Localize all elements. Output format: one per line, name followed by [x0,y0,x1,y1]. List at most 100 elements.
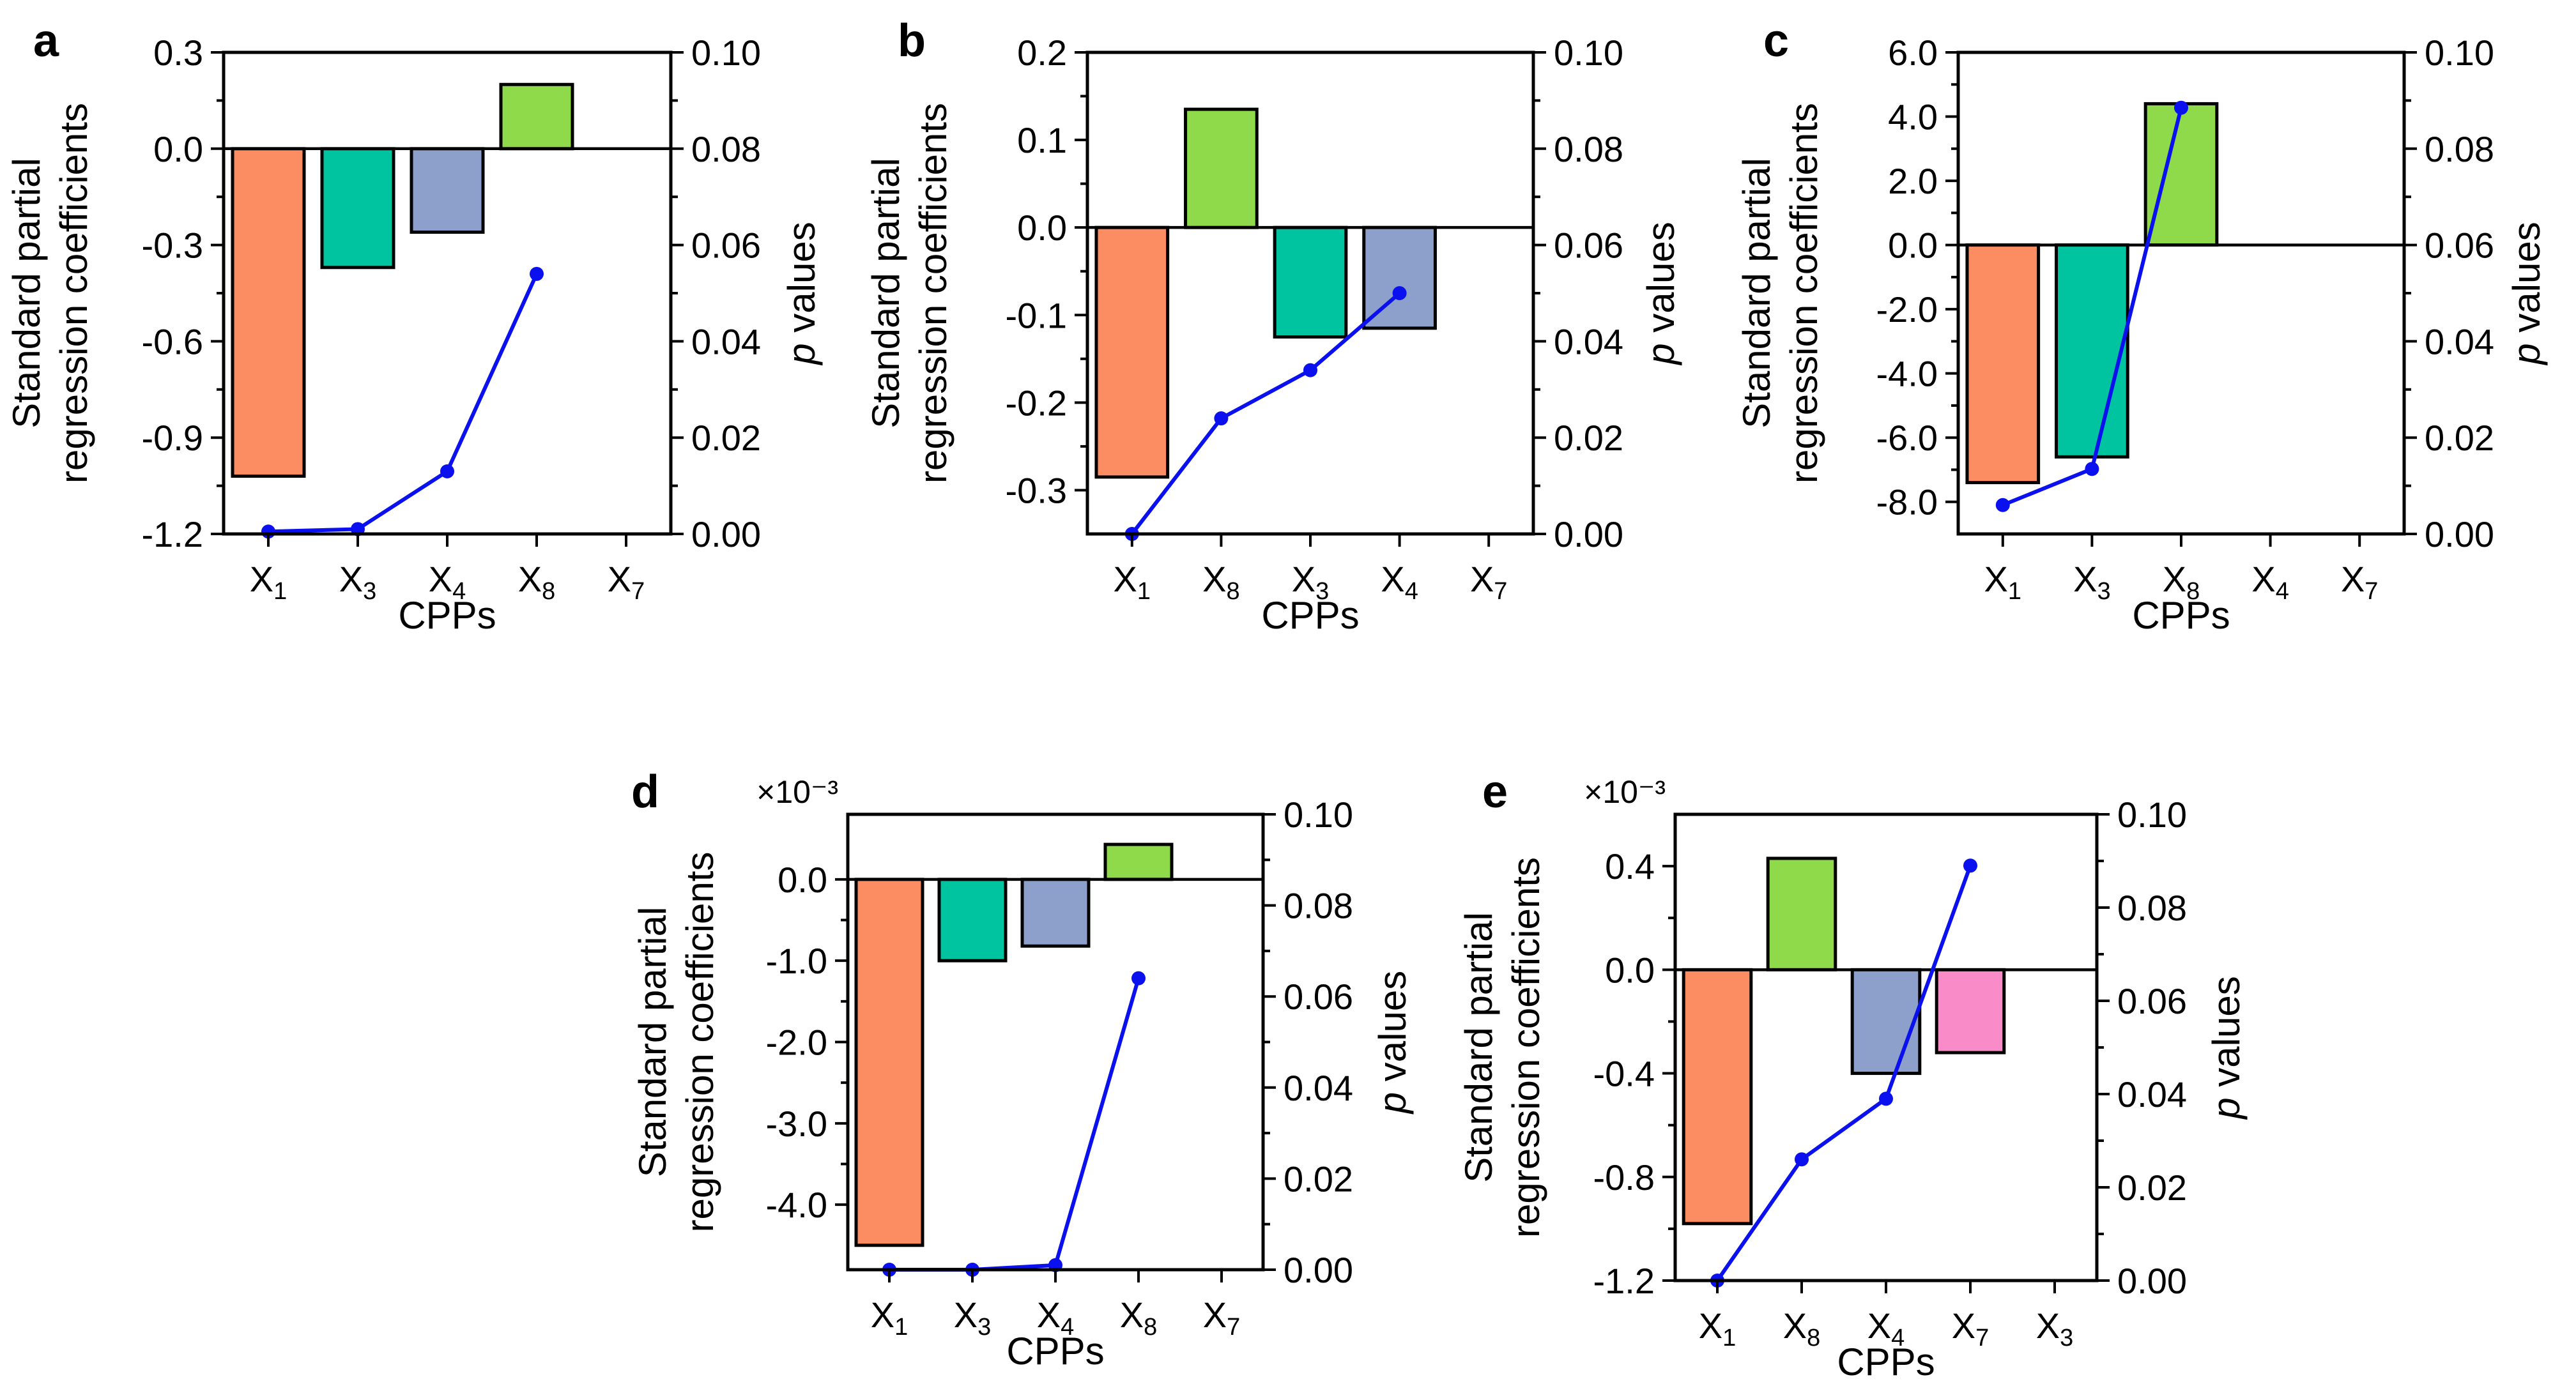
y2-tick-label: 0.10 [2117,795,2187,835]
y2-tick-label: 0.00 [1284,1250,1353,1290]
x-tick-label-x1: X1 [1114,559,1151,605]
y-axis-label: Standard partial regression coefficients [1457,857,1547,1238]
y2-tick-label: 0.02 [1284,1159,1353,1199]
bar-x3 [937,878,1008,963]
p-value-point-x1 [1995,498,2010,512]
panel-d: 0.0 -1.0 -2.0 -3.0 -4.0 0.10 0.08 0.06 0.04 0.02 0… [631,766,1414,1373]
bar-x8 [1766,856,1837,971]
x-tick-label-x4: X4 [429,559,466,605]
y-tick-label: -2.0 [766,1023,828,1063]
x-tick-label-x7: X7 [1952,1305,1989,1351]
y2-tick-label: 0.10 [1284,795,1353,835]
y-tick-label: 0.0 [1888,225,1938,266]
y-tick-label: -0.3 [142,225,204,266]
y-tick-label: -2.0 [1876,289,1938,330]
y2-tick-label: 0.00 [2425,514,2494,554]
bar-x1 [1965,243,2041,485]
p-value-point-x3 [1303,363,1317,377]
y2-tick-label: 0.02 [2117,1168,2187,1208]
bar-x4 [1020,878,1091,948]
panel-b: 0.2 0.1 0.0 -0.1 -0.2 -0.3 0.10 0.08 0.06 0.04 0.0… [864,15,1682,637]
y2-tick-label: 0.00 [1554,514,1623,554]
y2-tick-label: 0.10 [2425,33,2494,73]
x-tick-label-x4: X4 [2251,559,2289,605]
panel-label: b [898,15,926,66]
x-axis-label: CPPs [1837,1341,1935,1383]
y2-axis-label: p values [1639,222,1682,365]
bar-x4 [1850,968,1922,1076]
x-tick-label-x8: X8 [1120,1295,1158,1341]
bar-x4 [410,147,485,234]
bar-x3 [2055,243,2129,459]
y2-tick-label: 0.06 [2425,225,2494,266]
y-tick-label: -6.0 [1876,418,1938,458]
y2-tick-label: 0.08 [1554,129,1623,169]
p-value-line [1715,865,1972,1282]
y2-tick-label: 0.08 [2425,129,2494,169]
p-value-point-x4 [1392,286,1407,300]
y-axis-label: Standard partial regression coefficients [631,852,721,1233]
x-tick-label-x1: X1 [1699,1305,1736,1351]
panel-e: 0.4 0.0 -0.4 -0.8 -1.2 0.10 0.08 0.06 0.04 0.02 0.… [1457,766,2248,1383]
x-tick-label-x3: X3 [339,559,377,605]
x-tick-label-x8: X8 [518,559,556,605]
y-tick-label: -0.8 [1593,1157,1655,1198]
x-tick-label-x1: X1 [1984,559,2022,605]
x-tick-label-x3: X3 [1292,559,1330,605]
x-tick-label-x4: X4 [1867,1305,1905,1351]
y-tick-label: -4.0 [1876,354,1938,394]
y2-tick-label: 0.04 [691,321,761,361]
y-tick-label: -0.3 [1006,470,1068,510]
y-tick-label: -0.4 [1593,1054,1655,1094]
y2-tick-label: 0.08 [2117,888,2187,928]
y-tick-label: 2.0 [1888,161,1938,201]
panel-a: 0.3 0.0 -0.3 -0.6 -0.9 -1.2 0.10 0.08 0.06 0.04 0.… [5,15,823,637]
y-tick-label: 0.2 [1017,33,1067,73]
y-axis-label: Standard partial regression coefficients [864,103,954,483]
y2-tick-label: 0.02 [691,418,761,458]
y2-tick-label: 0.06 [691,225,761,266]
bar-x8 [499,82,574,151]
y2-tick-label: 0.04 [1554,321,1623,361]
y2-tick-label: 0.06 [2117,981,2187,1021]
p-value-point-x8 [2174,100,2188,115]
y-tick-label: -0.2 [1006,383,1068,423]
x-axis-label: CPPs [398,594,496,637]
y-tick-label: -0.6 [142,321,204,361]
x-tick-label-x7: X7 [1203,1295,1241,1341]
x-tick-label-x8: X8 [1783,1305,1821,1351]
y-tick-label: -1.0 [766,941,828,981]
exponent-label: ×10⁻³ [1584,774,1666,810]
p-value-point-x7 [1963,858,1977,873]
y-tick-label: 4.0 [1888,97,1938,137]
y2-tick-label: 0.08 [691,129,761,169]
x-tick-label-x7: X7 [1470,559,1508,605]
x-axis-label: CPPs [2132,594,2230,637]
x-tick-label-x3: X3 [2036,1305,2074,1351]
p-value-point-x4 [440,464,454,478]
bar-x1 [231,147,306,478]
panel-c: 6.0 4.0 2.0 0.0 -2.0 -4.0 -6.0 -8.0 0.10 0.08 0.06… [1735,15,2548,637]
y-tick-label: 0.0 [1017,208,1067,248]
y2-tick-label: 0.08 [1284,886,1353,926]
bar-x8 [2143,102,2219,247]
y2-tick-label: 0.06 [1554,225,1623,266]
y2-tick-label: 0.04 [2425,321,2494,361]
bar-x3 [320,147,395,270]
x-axis-label: CPPs [1261,594,1359,637]
y2-tick-label: 0.00 [691,514,761,554]
y-tick-label: 0.0 [153,129,203,169]
x-tick-label-x1: X1 [871,1295,908,1341]
y2-tick-label: 0.10 [1554,33,1623,73]
y-axis-label: Standard partial regression coefficients [1735,103,1825,483]
bar-x7 [1935,968,2006,1054]
bar-x8 [1103,842,1174,881]
p-value-line [268,273,539,534]
y2-tick-label: 0.02 [2425,418,2494,458]
p-value-line [1130,291,1401,535]
x-tick-label-x4: X4 [1381,559,1418,605]
bar-x1 [1094,225,1170,479]
bar-x3 [1273,225,1348,339]
y-tick-label: -0.9 [142,418,204,458]
